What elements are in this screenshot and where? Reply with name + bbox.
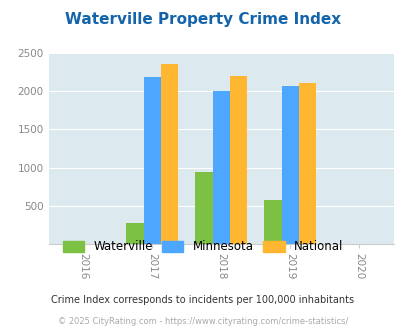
Text: Waterville Property Crime Index: Waterville Property Crime Index	[65, 12, 340, 26]
Bar	[160, 64, 178, 244]
Bar	[229, 76, 247, 244]
Bar	[212, 91, 229, 244]
Legend: Waterville, Minnesota, National: Waterville, Minnesota, National	[58, 236, 347, 258]
Bar	[298, 83, 315, 244]
Text: © 2025 CityRating.com - https://www.cityrating.com/crime-statistics/: © 2025 CityRating.com - https://www.city…	[58, 317, 347, 326]
Text: Crime Index corresponds to incidents per 100,000 inhabitants: Crime Index corresponds to incidents per…	[51, 295, 354, 305]
Bar	[195, 172, 212, 244]
Bar	[264, 200, 281, 244]
Bar	[281, 86, 298, 244]
Bar	[143, 77, 160, 244]
Bar	[126, 223, 143, 244]
